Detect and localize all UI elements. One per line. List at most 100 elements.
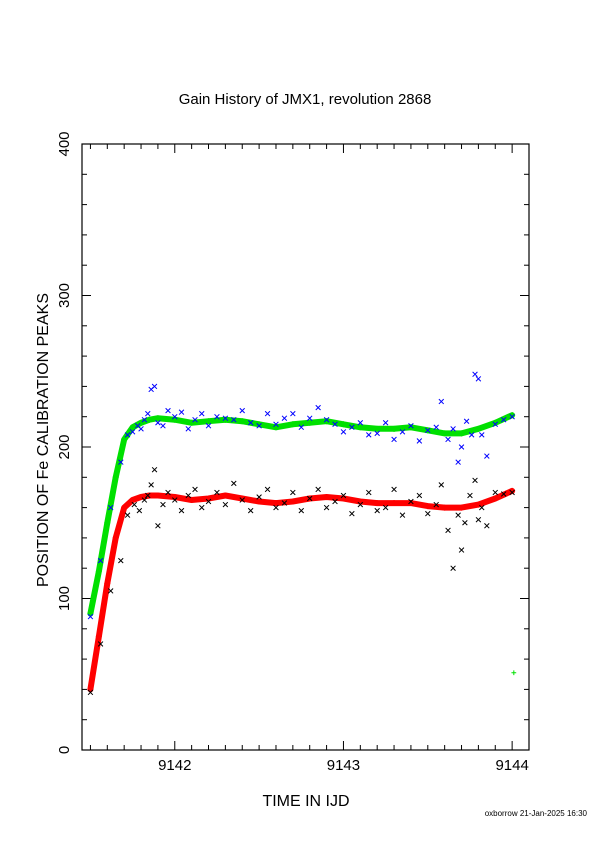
data-point <box>171 493 178 500</box>
data-point <box>185 426 192 432</box>
data-point <box>185 492 192 499</box>
data-point <box>222 501 229 508</box>
data-point <box>424 503 431 510</box>
data-point <box>264 410 271 417</box>
data-point <box>151 383 158 390</box>
data-point <box>165 407 171 414</box>
data-point <box>391 500 398 507</box>
data-point <box>509 413 515 420</box>
data-point <box>306 415 313 421</box>
data-point <box>323 493 330 500</box>
data-point <box>97 557 104 564</box>
data-point <box>121 504 128 511</box>
data-point <box>366 432 372 438</box>
data-point <box>138 493 145 500</box>
data-point <box>441 430 448 437</box>
data-point <box>188 419 195 426</box>
series-4 <box>511 670 517 676</box>
data-point <box>433 501 439 508</box>
data-point <box>467 492 473 499</box>
data-point <box>399 429 406 435</box>
data-point <box>222 492 229 499</box>
data-point <box>192 416 198 423</box>
data-point <box>340 492 347 499</box>
y-tick-label: 100 <box>56 586 73 611</box>
data-point <box>323 416 330 423</box>
data-point <box>87 689 94 696</box>
data-point <box>199 410 205 417</box>
data-point <box>366 489 372 496</box>
data-point <box>154 415 161 422</box>
data-point <box>272 500 279 507</box>
data-point <box>239 418 246 425</box>
data-point <box>289 498 296 505</box>
data-point <box>87 610 94 617</box>
data-point <box>118 459 124 465</box>
data-point <box>357 420 364 426</box>
data-point <box>479 504 485 511</box>
data-point <box>458 444 465 450</box>
data-point <box>95 568 102 575</box>
data-point <box>256 498 263 505</box>
data-point <box>148 482 154 488</box>
series-3 <box>87 466 515 696</box>
data-point <box>289 421 296 428</box>
data-point <box>475 425 482 432</box>
data-point <box>306 495 313 502</box>
data-point <box>160 501 166 508</box>
data-point <box>205 423 212 429</box>
data-point <box>472 371 478 378</box>
data-point <box>264 486 271 493</box>
data-point <box>290 489 296 496</box>
data-point <box>374 425 381 432</box>
data-point <box>214 413 220 420</box>
data-point <box>87 613 94 620</box>
data-point <box>205 498 212 505</box>
data-point <box>205 495 212 502</box>
x-tick-label: 9143 <box>327 757 360 774</box>
data-point <box>462 519 468 526</box>
data-point <box>151 466 158 473</box>
data-point <box>172 497 178 503</box>
data-point <box>374 507 380 514</box>
data-point <box>138 426 144 432</box>
data-point <box>298 507 305 514</box>
data-point <box>145 410 151 417</box>
series-line <box>87 412 516 617</box>
data-point <box>433 424 439 431</box>
data-point <box>399 512 406 518</box>
series-line <box>87 487 516 693</box>
data-point <box>382 420 389 426</box>
data-point <box>458 504 465 511</box>
data-point <box>121 436 128 443</box>
data-point <box>408 423 414 429</box>
data-point <box>332 421 338 428</box>
data-point <box>500 416 507 423</box>
data-point <box>315 404 321 411</box>
data-point <box>231 416 237 423</box>
data-point <box>281 500 288 506</box>
data-point <box>349 510 355 517</box>
data-point <box>475 376 482 382</box>
data-point <box>455 512 461 518</box>
data-point <box>256 423 262 429</box>
data-point <box>188 497 195 504</box>
axis-ticks <box>82 143 530 751</box>
data-point <box>192 486 198 493</box>
data-point <box>472 477 478 484</box>
data-point <box>391 486 397 493</box>
data-point <box>239 497 245 503</box>
data-point <box>129 424 136 431</box>
data-point <box>425 427 431 434</box>
data-point <box>391 425 398 432</box>
y-tick-label: 0 <box>56 746 73 754</box>
data-point <box>141 416 148 423</box>
data-point <box>340 421 347 428</box>
data-point <box>484 523 490 529</box>
data-point <box>441 504 448 511</box>
data-point <box>138 419 145 426</box>
data-point <box>95 633 102 640</box>
data-point <box>416 492 423 499</box>
data-point <box>222 415 229 421</box>
